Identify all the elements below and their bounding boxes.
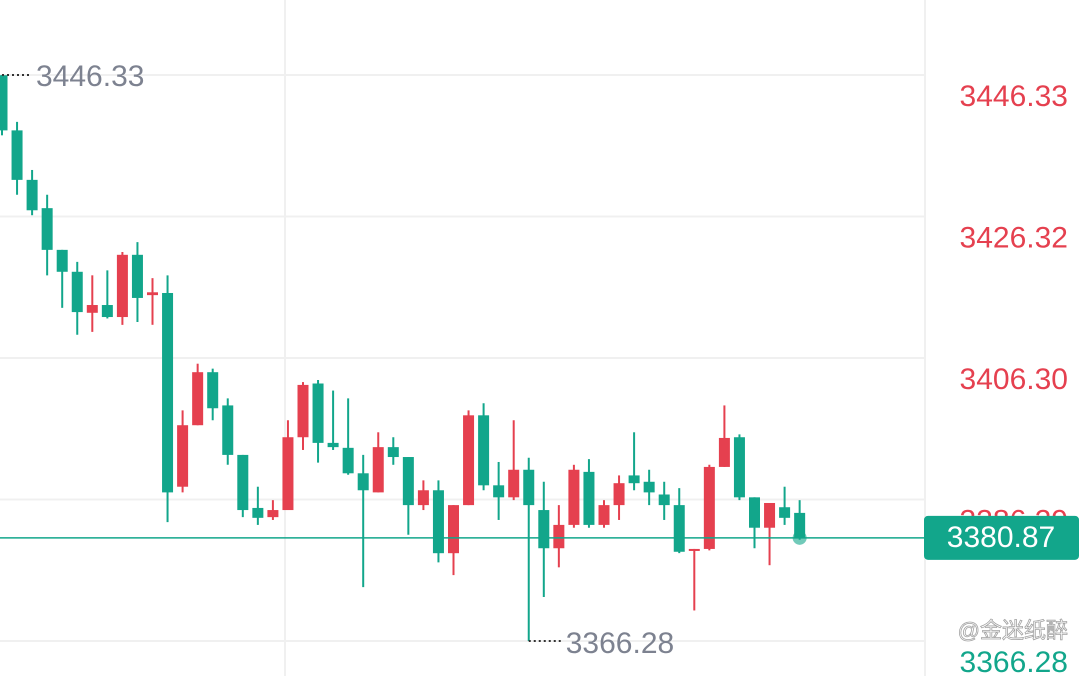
- y-tick-label: 3446.33: [960, 80, 1068, 113]
- candle-body: [432, 490, 444, 554]
- candle-body: [222, 405, 234, 455]
- last-price-label: 3380.87: [947, 521, 1055, 554]
- candle-body: [493, 485, 505, 498]
- candle-body: [779, 507, 791, 518]
- candle-body: [282, 437, 294, 511]
- candle-body: [688, 548, 700, 551]
- candle-body: [116, 254, 128, 318]
- candle-body: [11, 130, 23, 180]
- candle-body: [312, 383, 324, 443]
- candle-body: [207, 372, 219, 409]
- candle-body: [297, 384, 309, 438]
- candle-body: [613, 483, 625, 506]
- candle-body: [71, 271, 83, 313]
- candle-body: [131, 254, 143, 298]
- candle-body: [327, 442, 339, 448]
- candle-body: [357, 473, 369, 491]
- candle-body: [0, 75, 8, 131]
- candle-body: [192, 372, 204, 426]
- candle-body: [794, 512, 806, 538]
- candle-body: [538, 510, 550, 549]
- candle-body: [718, 437, 730, 467]
- candle-body: [387, 447, 399, 458]
- candle-body: [402, 457, 414, 506]
- candle-body: [733, 437, 745, 498]
- candle-body: [372, 447, 384, 493]
- candle-body: [568, 469, 580, 525]
- min-label: 3366.28: [566, 627, 674, 660]
- candle-body: [86, 305, 98, 313]
- max-label: 3446.33: [36, 60, 144, 93]
- last-price-dot: [792, 530, 807, 545]
- candle-body: [463, 415, 475, 506]
- candle-body: [478, 415, 490, 486]
- candle-body: [523, 469, 535, 506]
- candle-body: [147, 292, 158, 296]
- candle-body: [583, 471, 595, 525]
- candle-body: [628, 475, 640, 484]
- candle-body: [162, 292, 174, 493]
- candle-body: [56, 249, 68, 272]
- candle-body: [658, 494, 670, 506]
- candle-body: [508, 469, 520, 498]
- candle-body: [417, 490, 429, 506]
- candle-body: [342, 447, 354, 474]
- last-price-tag: [924, 515, 1079, 560]
- candle-body: [673, 505, 685, 552]
- candle-body: [764, 502, 776, 528]
- candle-body: [553, 524, 565, 549]
- y-tick-label: 3426.32: [960, 221, 1068, 254]
- y-tick-label: 3406.30: [960, 363, 1068, 396]
- candle-body: [448, 505, 459, 554]
- candle-body: [749, 497, 760, 528]
- candle-body: [643, 481, 655, 493]
- candle-body: [26, 179, 38, 211]
- y-tick-label: 3366.28: [960, 646, 1068, 676]
- candle-body: [598, 505, 610, 525]
- watermark: @金迷纸醉: [958, 618, 1068, 643]
- candle-body: [267, 510, 279, 518]
- candle-body: [101, 305, 113, 318]
- candle-body: [237, 454, 249, 511]
- candle-body: [41, 208, 53, 250]
- candle-body: [703, 466, 715, 549]
- candle-body: [177, 425, 189, 487]
- candle-body: [252, 507, 264, 518]
